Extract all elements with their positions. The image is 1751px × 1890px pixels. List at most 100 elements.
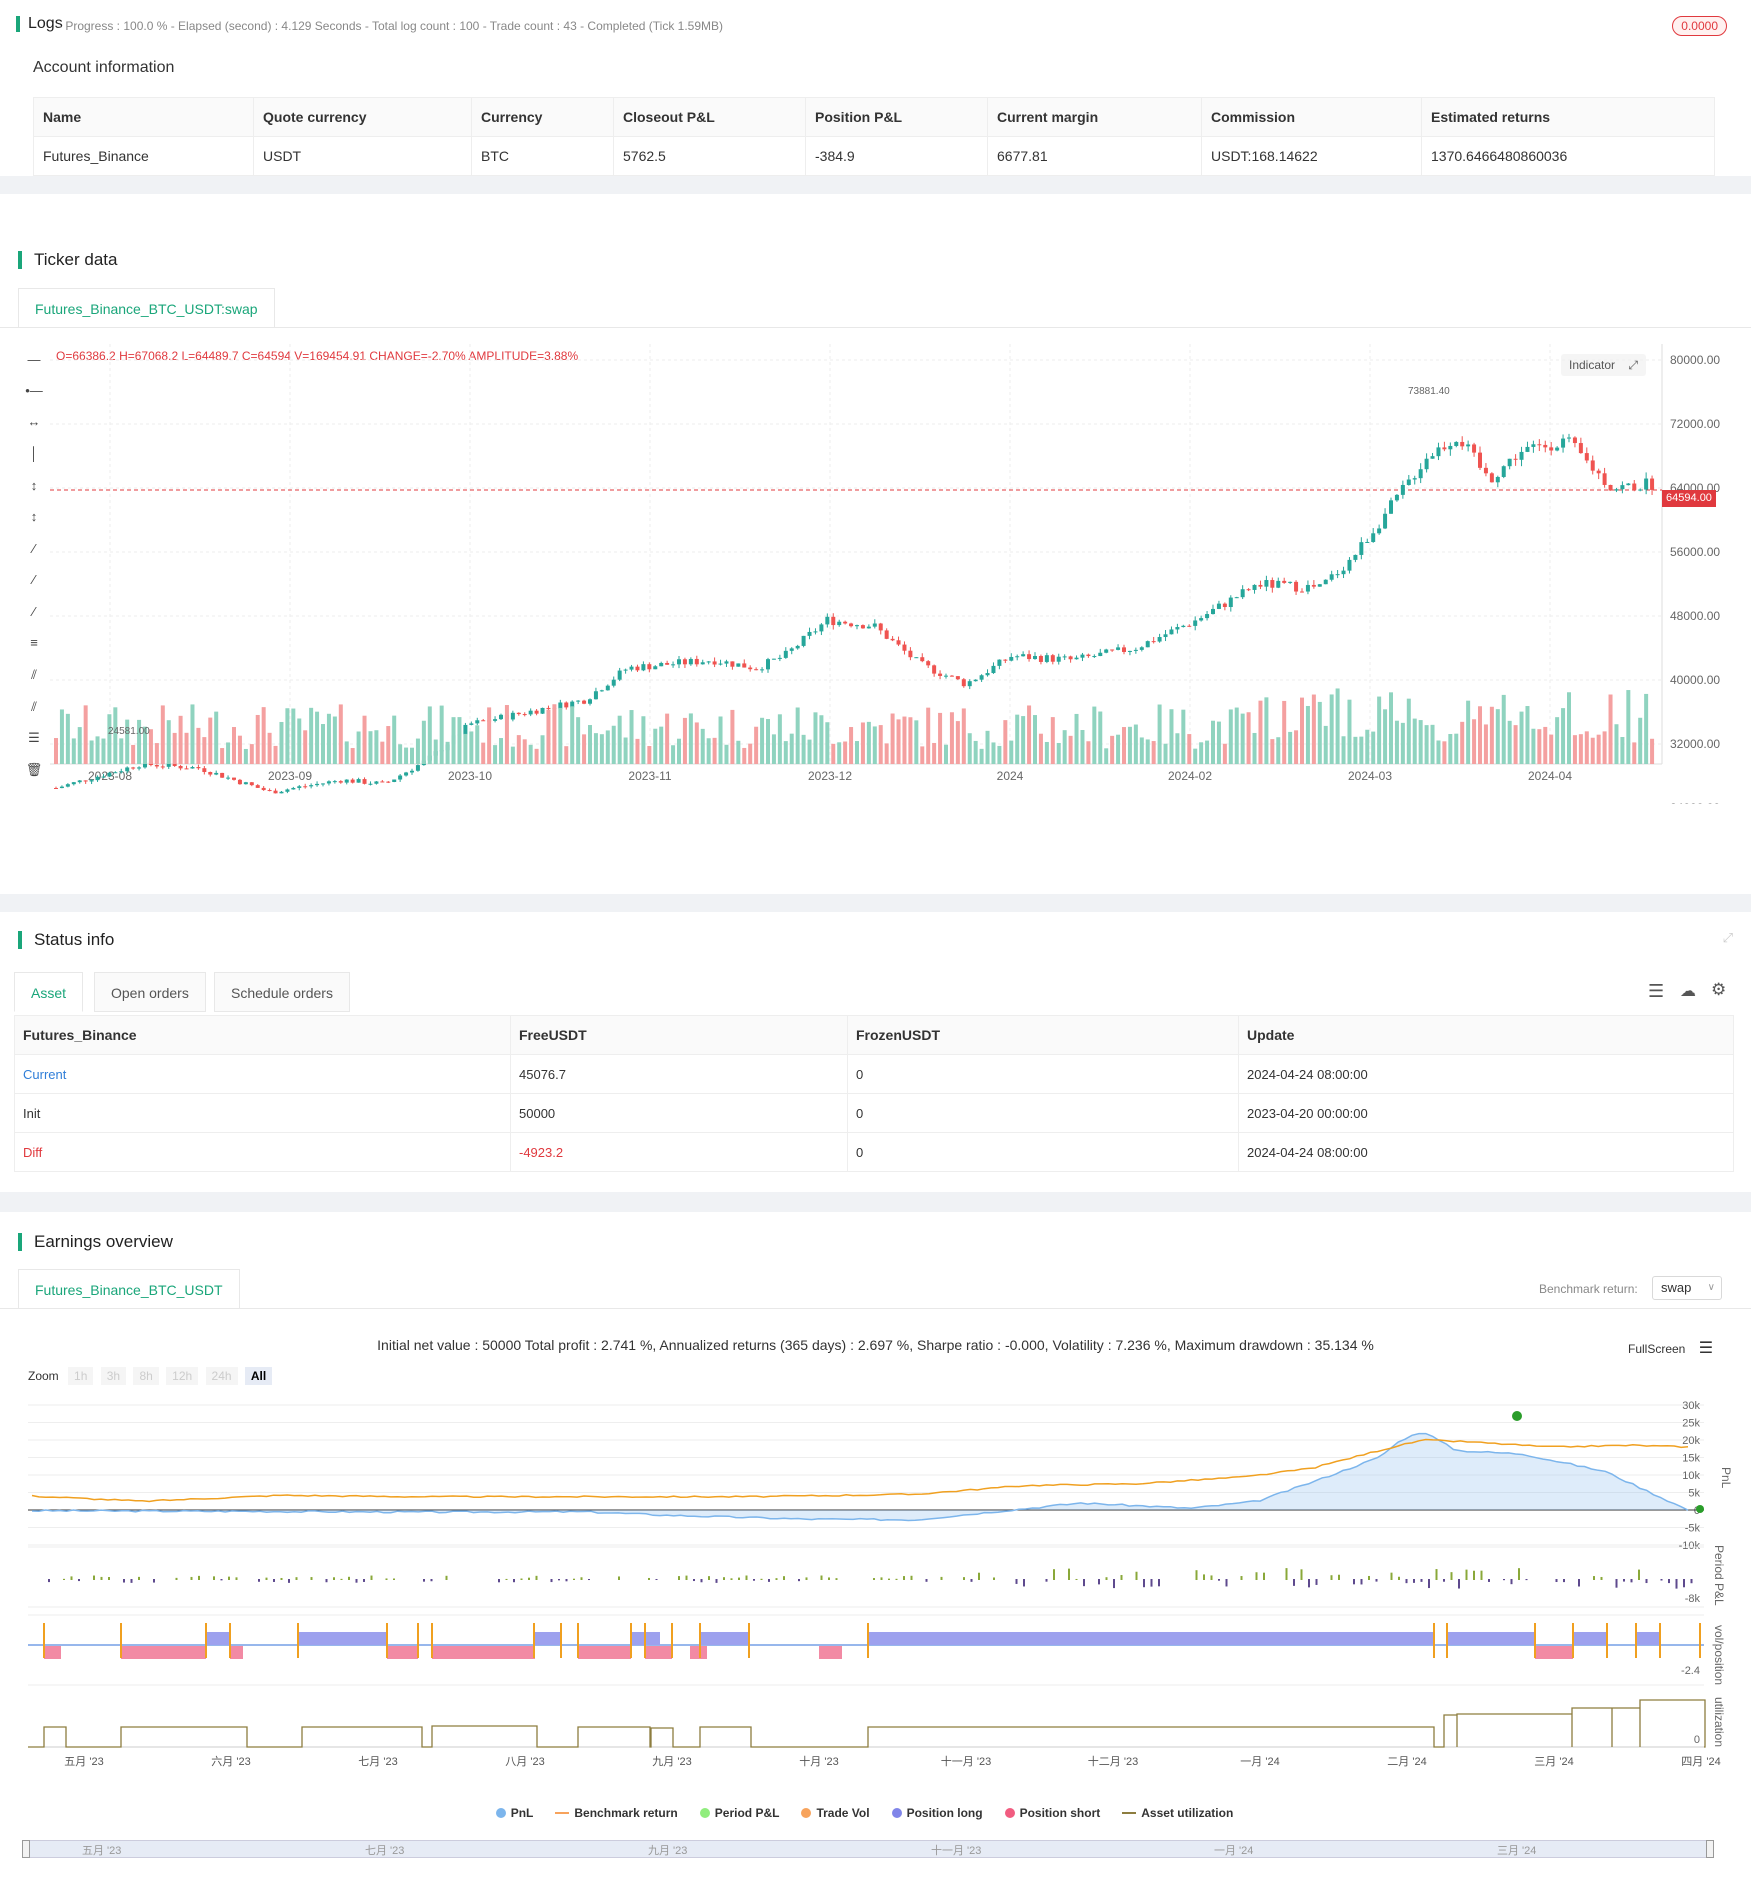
period-pnl-bar xyxy=(370,1575,373,1580)
cloud-download-icon[interactable]: ☁ xyxy=(1680,983,1696,1000)
tab-ticker-symbol[interactable]: Futures_Binance_BTC_USDT:swap xyxy=(18,288,275,328)
legend-item[interactable]: Position long xyxy=(891,1806,983,1820)
candle-body xyxy=(1590,460,1595,471)
volume-bar xyxy=(552,704,557,764)
vertical-segment-icon[interactable]: ↕ xyxy=(30,478,38,493)
period-pnl-bar xyxy=(130,1579,133,1583)
ray-line-icon[interactable]: ∕ xyxy=(32,572,36,587)
earnings-chart[interactable]: 30k 25k 20k 15k 10k 5k 0 -5k -10k PnL -8k Period P&… xyxy=(0,1397,1751,1867)
legend-item[interactable]: Benchmark return xyxy=(555,1806,678,1820)
x-tick-label: 2023-12 xyxy=(808,769,852,783)
period-axis-title: Period P&L xyxy=(1712,1545,1726,1606)
candle-body xyxy=(766,659,770,670)
candle-body xyxy=(760,669,765,671)
candle-body xyxy=(884,630,889,639)
candle-body xyxy=(635,666,640,671)
tab-asset[interactable]: Asset xyxy=(14,972,84,1012)
volume-bar xyxy=(1311,694,1316,764)
legend-item[interactable]: PnL xyxy=(495,1806,533,1820)
period-pnl-bar xyxy=(1083,1579,1085,1587)
period-pnl-bar xyxy=(903,1576,905,1580)
vertical-ray-icon[interactable]: ↕ xyxy=(30,509,38,524)
candlestick-chart[interactable]: 80000.0072000.0064000.0056000.0048000.00… xyxy=(0,344,1751,804)
horizontal-line-icon[interactable]: •— xyxy=(25,383,43,398)
period-pnl-bar xyxy=(1120,1575,1123,1580)
trade-vol-tick xyxy=(386,1623,388,1658)
candle-body xyxy=(1270,580,1275,588)
period-pnl-bar xyxy=(580,1577,583,1580)
volume-bar xyxy=(148,729,153,764)
parallel-channel-icon[interactable]: ⫽ xyxy=(31,667,37,682)
candle-body xyxy=(415,765,420,771)
candle-body xyxy=(1347,559,1352,571)
period-pnl-bar xyxy=(1405,1579,1408,1584)
candle-body xyxy=(973,679,978,682)
month-tick-label: 八月 '23 xyxy=(505,1756,544,1768)
candle-body xyxy=(1644,478,1649,490)
candle-body xyxy=(1412,478,1417,480)
period-tick-label: -8k xyxy=(1685,1593,1701,1605)
period-pnl-bar xyxy=(1098,1579,1100,1585)
legend-item[interactable]: Position short xyxy=(1004,1806,1100,1820)
table-row: Init 50000 0 2023-04-20 00:00:00 xyxy=(14,1093,1734,1133)
navigator-handle-right[interactable] xyxy=(1706,1840,1714,1858)
navigator-handle-left[interactable] xyxy=(22,1840,30,1858)
legend-item[interactable]: Asset utilization xyxy=(1122,1806,1233,1820)
segment-icon[interactable]: ∕ xyxy=(32,604,36,619)
vertical-line-icon[interactable]: │ xyxy=(29,446,39,461)
candle-body xyxy=(1264,580,1269,587)
volume-bar xyxy=(59,709,64,764)
list-icon[interactable]: ☰ xyxy=(1648,981,1665,1001)
fibonacci-icon[interactable]: ☰ xyxy=(28,730,40,745)
util-tick-label: 0 xyxy=(1694,1734,1700,1746)
legend-marker-icon xyxy=(699,1808,710,1818)
collapse-icon[interactable]: ⤢ xyxy=(1722,930,1733,945)
trend-line-icon[interactable]: ∕ xyxy=(32,541,36,556)
volume-bar xyxy=(1608,694,1613,764)
zoom-8h[interactable]: 8h xyxy=(133,1367,159,1385)
candle-body xyxy=(1311,584,1316,587)
tab-schedule-orders[interactable]: Schedule orders xyxy=(214,972,350,1012)
candle-body xyxy=(712,661,717,665)
legend-item[interactable]: Period P&L xyxy=(699,1806,779,1820)
volume-bar xyxy=(95,736,100,764)
period-pnl-bar xyxy=(1645,1579,1648,1584)
horizontal-ray-icon[interactable]: — xyxy=(27,352,41,367)
candle-body xyxy=(350,779,355,783)
volume-bar xyxy=(321,724,325,764)
menu-icon[interactable]: ☰ xyxy=(1698,1340,1714,1357)
candle-body xyxy=(1519,451,1524,460)
zoom-24h[interactable]: 24h xyxy=(205,1367,238,1385)
zoom-1h[interactable]: 1h xyxy=(68,1367,94,1385)
candle-body xyxy=(172,763,177,766)
position-short-bar xyxy=(44,1646,61,1659)
candle-body xyxy=(493,719,498,721)
benchmark-select[interactable]: swap ∨ xyxy=(1652,1276,1722,1300)
legend-item[interactable]: Trade Vol xyxy=(801,1806,870,1820)
volume-bar xyxy=(712,737,717,764)
earnings-panel: Earnings overview Futures_Binance_BTC_US… xyxy=(0,1212,1751,1890)
tab-earnings-symbol[interactable]: Futures_Binance_BTC_USDT xyxy=(18,1269,240,1309)
candle-body xyxy=(694,658,699,665)
zoom-all[interactable]: All xyxy=(244,1367,273,1385)
parallel-lines-icon[interactable]: ⫽ xyxy=(31,699,37,714)
zoom-3h[interactable]: 3h xyxy=(100,1367,127,1385)
volume-bar xyxy=(516,735,521,764)
tab-open-orders[interactable]: Open orders xyxy=(94,972,206,1012)
period-pnl-bar xyxy=(1630,1579,1633,1583)
extended-line-icon[interactable]: ↔ xyxy=(27,414,41,429)
candle-body xyxy=(1300,591,1304,593)
asset-row-label[interactable]: Current xyxy=(14,1054,511,1094)
fullscreen-button[interactable]: FullScreen ☰ xyxy=(1628,1338,1713,1358)
expand-icon[interactable]: ⤢ xyxy=(1628,358,1638,372)
candle-body xyxy=(1305,584,1310,592)
trash-icon[interactable]: 🗑 xyxy=(25,762,43,777)
volume-bar xyxy=(190,704,195,764)
zoom-12h[interactable]: 12h xyxy=(166,1367,199,1385)
candle-body xyxy=(730,661,735,667)
settings-icon[interactable]: ⚙ xyxy=(1711,980,1727,999)
volume-bar xyxy=(143,726,147,764)
price-line-icon[interactable]: ≡ xyxy=(30,635,38,650)
candle-body xyxy=(653,666,658,670)
period-pnl-bar xyxy=(505,1578,508,1580)
